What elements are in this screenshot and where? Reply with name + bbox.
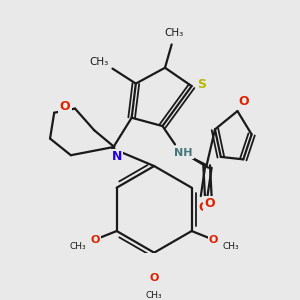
Text: O: O: [60, 100, 70, 113]
Text: CH₃: CH₃: [164, 28, 184, 38]
Text: O: O: [208, 235, 218, 245]
Text: CH₃: CH₃: [146, 292, 163, 300]
Text: O: O: [90, 235, 100, 245]
Text: O: O: [239, 94, 249, 108]
Text: CH₃: CH₃: [222, 242, 239, 251]
Text: NH: NH: [174, 148, 193, 158]
Text: O: O: [199, 201, 209, 214]
Text: CH₃: CH₃: [70, 242, 86, 251]
Text: O: O: [205, 197, 215, 210]
Text: O: O: [149, 273, 159, 283]
Text: CH₃: CH₃: [90, 57, 109, 67]
Text: S: S: [197, 78, 206, 91]
Text: N: N: [112, 150, 122, 164]
